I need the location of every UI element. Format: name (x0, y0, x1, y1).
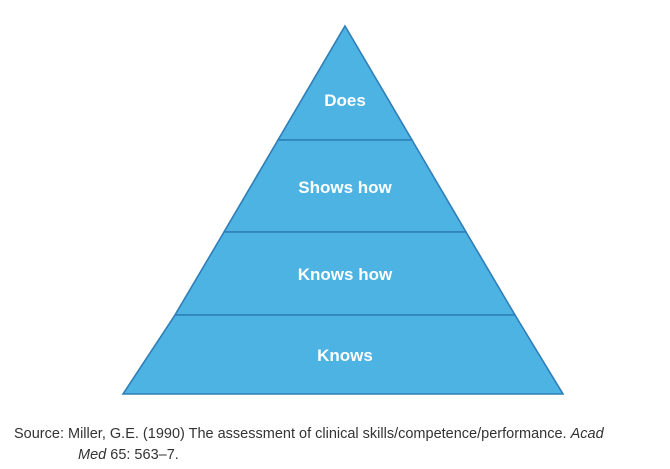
source-prefix: Source: Miller, G.E. (1990) The assessme… (14, 426, 567, 442)
pyramid-level-knows (121, 314, 565, 395)
citation-tail: 65: 563–7. (110, 447, 179, 463)
source-continuation: Med 65: 563–7. (14, 445, 664, 466)
journal-name-part2: Med (78, 447, 107, 463)
pyramid-label-shows-how: Shows how (298, 178, 392, 197)
pyramid-label-knows-how: Knows how (298, 265, 393, 284)
source-citation: Source: Miller, G.E. (1990) The assessme… (14, 424, 664, 466)
miller-pyramid-diagram: Does Shows how Knows how Knows (121, 24, 565, 395)
journal-name-part1: Acad (570, 426, 604, 442)
pyramid-level-does (276, 24, 414, 141)
pyramid-label-knows: Knows (317, 346, 373, 365)
pyramid-label-does: Does (324, 91, 366, 110)
